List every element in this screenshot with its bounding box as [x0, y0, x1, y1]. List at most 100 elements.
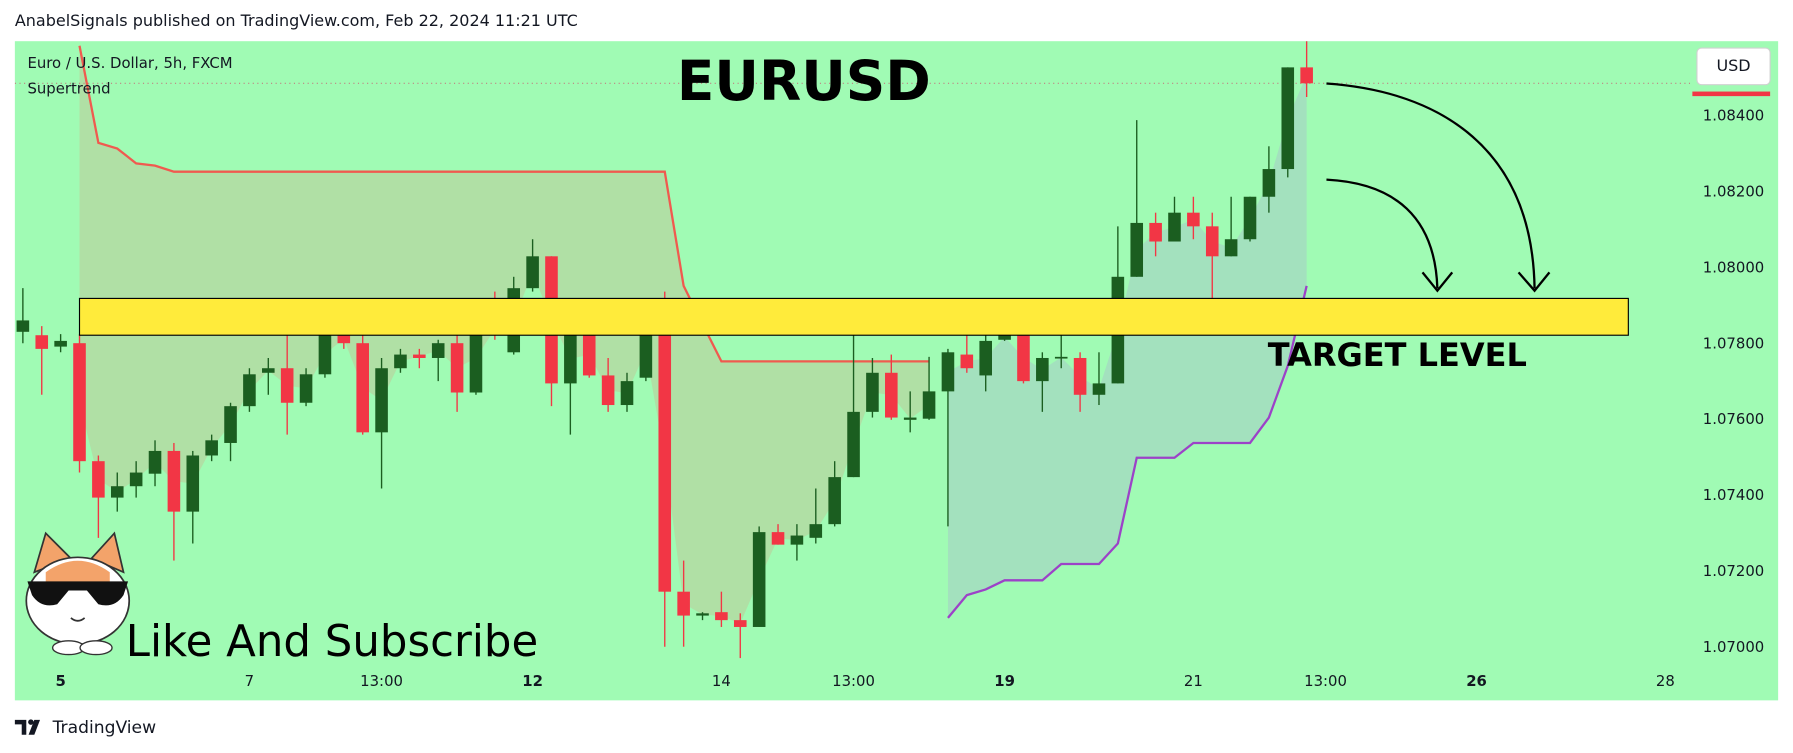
- candle-body: [167, 450, 181, 512]
- candle-body: [129, 472, 143, 487]
- candle-body: [828, 477, 841, 525]
- candle-body: [54, 340, 67, 347]
- candle-body: [110, 486, 124, 498]
- candle-body: [73, 343, 86, 462]
- x-tick-label: 21: [1184, 672, 1203, 690]
- candle-body: [620, 381, 634, 406]
- arrows: [1326, 82, 1551, 293]
- footer-brand: TradingView: [52, 718, 157, 738]
- candle-body: [394, 354, 407, 369]
- indicator-label: Supertrend: [27, 79, 110, 97]
- x-tick-label: 5: [55, 672, 65, 690]
- candle-body: [148, 450, 162, 474]
- candle-body: [186, 455, 200, 512]
- candle-body: [205, 440, 218, 456]
- chart-title: EURUSD: [677, 49, 931, 113]
- y-tick-label: 1.07400: [1703, 486, 1764, 504]
- candle-body: [356, 343, 369, 433]
- candle-body: [790, 535, 804, 545]
- candle-body: [639, 323, 653, 378]
- candle-body: [1017, 334, 1030, 382]
- candle-body: [1092, 383, 1106, 395]
- candle-body: [866, 372, 879, 412]
- candle-body: [1130, 222, 1144, 277]
- candle-body: [431, 343, 445, 358]
- currency[interactable]: USD: [1716, 56, 1750, 75]
- target-zone: [78, 297, 1629, 336]
- candle-body: [809, 524, 823, 538]
- candle-body: [280, 368, 294, 403]
- candle-body: [696, 613, 709, 616]
- candle-body: [1243, 196, 1257, 240]
- candle-body: [715, 612, 728, 621]
- candle-body: [337, 334, 351, 344]
- x-tick-label: 13:00: [832, 672, 875, 690]
- x-tick-label: 19: [994, 672, 1015, 690]
- candle-body: [1054, 356, 1068, 359]
- x-tick-label: 26: [1466, 672, 1487, 690]
- candle-body: [1168, 212, 1181, 242]
- y-tick-label: 1.08400: [1703, 107, 1764, 125]
- y-tick-label: 1.07000: [1703, 638, 1764, 656]
- cat-mascot: [25, 531, 131, 656]
- y-tick-label: 1.08000: [1703, 258, 1764, 276]
- supertrend-fill: [947, 75, 1307, 618]
- candle-body: [35, 335, 49, 349]
- candle-body: [526, 256, 539, 289]
- candle-body: [564, 334, 577, 384]
- candle-body: [771, 532, 785, 545]
- publish-header: AnabelSignals published on TradingView.c…: [15, 11, 578, 30]
- candle-body: [979, 340, 992, 376]
- candle-body: [469, 323, 483, 393]
- candle-body: [1262, 169, 1276, 197]
- x-tick-label: 13:00: [1304, 672, 1347, 690]
- arrow-head: [1421, 271, 1454, 293]
- supertrend-line: [78, 45, 930, 363]
- y-tick-label: 1.07600: [1703, 410, 1764, 428]
- x-tick-label: 28: [1656, 672, 1675, 690]
- candle-body: [450, 343, 464, 393]
- candle-body: [1224, 239, 1238, 257]
- candle-body: [16, 320, 30, 332]
- candle-body: [1073, 357, 1087, 395]
- price-marker: [1692, 91, 1771, 97]
- candle-body: [243, 374, 256, 407]
- candle-body: [1187, 212, 1200, 227]
- candle-body: [847, 411, 860, 478]
- symbol-label: Euro / U.S. Dollar, 5h, FXCM: [27, 54, 232, 72]
- annotation: TARGET LEVEL: [1268, 336, 1527, 374]
- arrow: [1326, 178, 1439, 289]
- plot-area: [14, 41, 1691, 659]
- overlay: 1.07000 1.07200 1.07400 1.07600 1.07800 1.080…: [55, 107, 1764, 690]
- supertrend-fill: [79, 45, 930, 624]
- arrow: [1326, 82, 1536, 289]
- y-tick-label: 1.07200: [1703, 562, 1764, 580]
- x-tick-label: 13:00: [360, 672, 403, 690]
- tradingview-logo: [14, 719, 41, 735]
- x-tick-label: 7: [245, 672, 254, 690]
- x-tick-label: 14: [712, 672, 731, 690]
- arrow-head: [1517, 271, 1551, 293]
- candle-body: [1205, 226, 1219, 257]
- candle-body: [582, 334, 596, 376]
- candle-body: [601, 375, 615, 406]
- x-tick-label: 12: [522, 672, 543, 690]
- candle-body: [733, 620, 747, 627]
- candle-body: [375, 368, 388, 433]
- supertrend-line: [947, 285, 1308, 619]
- candle-body: [262, 368, 275, 373]
- candle-body: [92, 461, 105, 498]
- candle-body: [1149, 222, 1162, 242]
- candle-body: [1036, 357, 1049, 382]
- candle-body: [885, 372, 898, 418]
- candle-body: [903, 417, 917, 420]
- currency-box[interactable]: [1696, 47, 1771, 86]
- candle-body: [658, 323, 672, 592]
- candle-body: [299, 374, 313, 403]
- annotation: Like And Subscribe: [126, 617, 538, 667]
- candle-body: [413, 354, 426, 358]
- candle-body: [960, 354, 974, 369]
- candle-body: [752, 532, 766, 627]
